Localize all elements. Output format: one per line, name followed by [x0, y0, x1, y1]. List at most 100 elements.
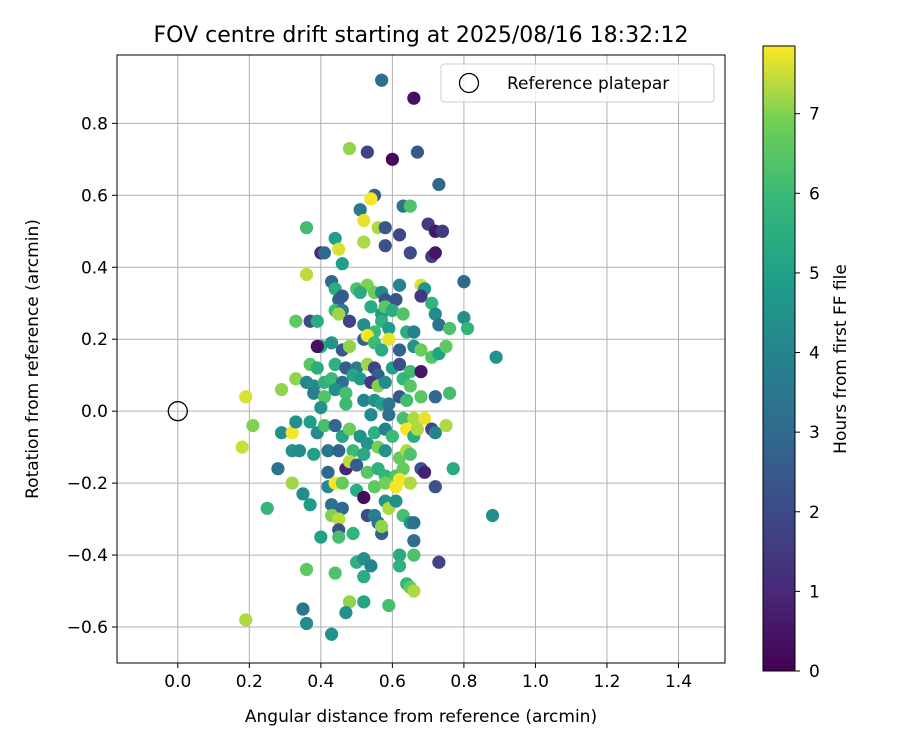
data-point	[378, 239, 392, 253]
data-point	[392, 472, 407, 487]
x-tick-label: 0.6	[379, 672, 406, 692]
data-point	[246, 418, 260, 433]
x-axis-label: Angular distance from reference (arcmin)	[245, 707, 597, 727]
data-point	[407, 516, 421, 530]
data-point	[296, 602, 310, 616]
data-point	[435, 224, 450, 238]
data-point	[357, 490, 371, 505]
data-point	[303, 415, 317, 429]
data-point	[310, 361, 324, 375]
data-point	[357, 318, 371, 332]
data-point	[314, 530, 328, 544]
y-tick-label: 0.2	[81, 330, 108, 350]
data-point	[314, 400, 328, 415]
colorbar-label: Hours from first FF file	[831, 264, 851, 454]
data-point	[332, 444, 346, 458]
data-point	[332, 242, 346, 256]
data-point	[303, 498, 317, 512]
y-tick-label: 0.8	[81, 114, 108, 134]
data-point	[339, 386, 353, 400]
colorbar-tick-label: 2	[809, 503, 820, 523]
data-point	[382, 408, 396, 422]
data-point	[310, 339, 324, 354]
data-point	[360, 145, 374, 159]
data-point	[360, 465, 374, 479]
data-point	[357, 213, 371, 228]
data-point	[385, 429, 399, 443]
colorbar-ticks: 0 1 2 3 4 5 6 7	[795, 105, 820, 682]
data-point	[299, 616, 314, 631]
data-point	[378, 221, 392, 235]
data-point	[357, 447, 371, 461]
y-tick-label: −0.6	[67, 618, 108, 638]
reference-marker-group	[167, 401, 188, 422]
data-point	[407, 325, 421, 339]
x-axis-ticks: 0.0 0.2 0.4 0.6 0.8 1.0 1.2 1.4	[164, 663, 692, 692]
data-point	[417, 465, 432, 479]
data-point	[324, 498, 339, 512]
x-tick-label: 1.2	[593, 672, 620, 692]
data-point	[407, 534, 421, 548]
data-point	[360, 436, 374, 451]
data-point	[299, 562, 314, 577]
data-point	[328, 231, 342, 246]
data-point	[382, 321, 396, 336]
data-point	[339, 397, 353, 411]
data-point	[485, 508, 500, 523]
data-point	[310, 314, 324, 328]
data-point	[299, 221, 314, 235]
data-point	[357, 235, 371, 249]
data-point	[407, 584, 421, 598]
data-point	[396, 462, 410, 476]
data-point	[239, 613, 253, 627]
y-tick-label: 0.4	[81, 258, 108, 278]
data-point	[317, 390, 332, 404]
y-tick-label: −0.2	[67, 474, 108, 494]
colorbar: 0 1 2 3 4 5 6 7 Hours from first FF file	[762, 45, 851, 682]
data-point	[339, 606, 353, 620]
grid-lines	[117, 55, 725, 663]
data-point	[396, 307, 410, 321]
data-point	[346, 526, 360, 541]
data-point	[389, 494, 403, 508]
data-point	[342, 595, 357, 609]
data-point	[403, 447, 417, 461]
data-point	[353, 285, 367, 300]
data-point	[335, 476, 349, 490]
data-point	[274, 426, 289, 440]
data-point	[446, 462, 460, 476]
plot-area-frame	[116, 54, 726, 664]
data-points	[235, 73, 503, 641]
y-tick-label: 0.6	[81, 186, 108, 206]
data-point	[364, 559, 378, 573]
data-point	[389, 293, 403, 307]
data-point	[375, 73, 389, 87]
legend-reference-marker	[458, 72, 480, 94]
colorbar-tick-label: 1	[809, 582, 820, 602]
data-point	[443, 386, 457, 400]
y-axis-ticks: −0.6 −0.4 −0.2 0.0 0.2 0.4 0.6 0.8	[67, 114, 117, 638]
data-point	[346, 444, 360, 458]
data-point	[317, 246, 332, 260]
x-tick-label: 0.2	[236, 672, 263, 692]
data-point	[364, 408, 378, 422]
data-point	[392, 548, 407, 562]
data-point	[321, 444, 335, 458]
reference-platepar-marker	[167, 401, 188, 422]
data-point	[439, 418, 453, 433]
x-tick-label: 1.0	[522, 672, 549, 692]
data-point	[307, 447, 321, 461]
data-point	[321, 465, 335, 479]
data-point	[375, 519, 389, 533]
colorbar-tick-label: 5	[809, 264, 820, 284]
data-point	[274, 382, 289, 397]
colorbar-tick-label: 7	[809, 105, 820, 125]
y-tick-label: 0.0	[81, 402, 108, 422]
data-point	[285, 476, 299, 490]
data-point	[289, 372, 303, 386]
data-point	[403, 476, 417, 490]
colorbar-tick-label: 3	[809, 423, 820, 443]
data-point	[328, 418, 342, 433]
data-point	[414, 289, 428, 303]
data-point	[432, 318, 446, 332]
